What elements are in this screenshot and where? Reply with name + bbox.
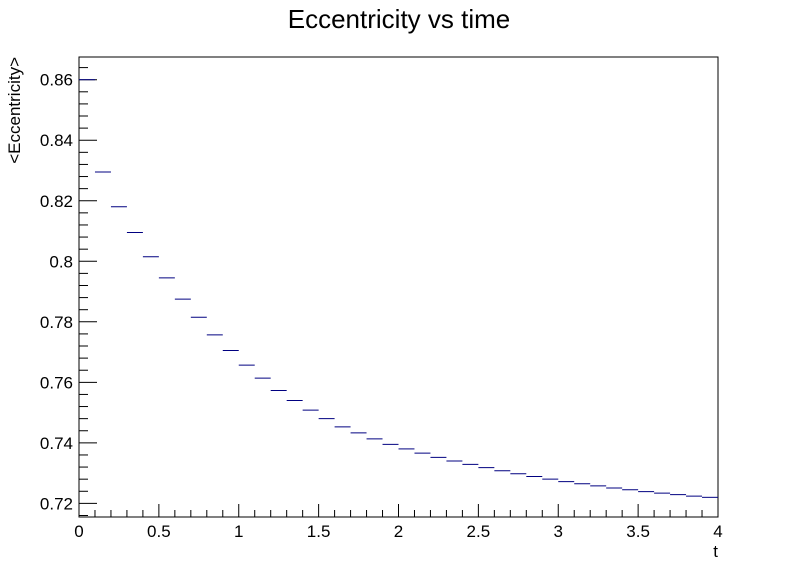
x-tick-label: 3.5	[626, 522, 650, 541]
x-tick-label: 2.5	[467, 522, 491, 541]
x-tick-label: 0.5	[147, 522, 171, 541]
y-tick-label: 0.84	[40, 131, 73, 150]
chart-title: Eccentricity vs time	[288, 4, 511, 34]
x-tick-label: 1.5	[307, 522, 331, 541]
x-tick-label: 4	[713, 522, 722, 541]
y-tick-label: 0.82	[40, 192, 73, 211]
y-tick-label: 0.74	[40, 434, 73, 453]
x-tick-labels: 0 0.5 1 1.5 2 2.5 3 3.5 4	[74, 522, 722, 541]
x-tick-label: 3	[554, 522, 563, 541]
x-axis-label: t	[713, 542, 718, 561]
x-tick-label: 2	[394, 522, 403, 541]
y-tick-label: 0.76	[40, 373, 73, 392]
y-tick-labels: 0.72 0.74 0.76 0.78 0.8 0.82 0.84 0.86	[40, 71, 73, 514]
x-tick-label: 1	[234, 522, 243, 541]
data-points	[79, 79, 718, 498]
y-axis-label: <Eccentricity>	[5, 57, 24, 164]
x-tick-label: 0	[74, 522, 83, 541]
y-tick-label: 0.86	[40, 71, 73, 90]
y-tick-label: 0.72	[40, 494, 73, 513]
y-tick-label: 0.8	[49, 252, 73, 271]
y-tick-label: 0.78	[40, 313, 73, 332]
axis-ticks	[78, 67, 719, 517]
plot-frame	[78, 56, 719, 518]
